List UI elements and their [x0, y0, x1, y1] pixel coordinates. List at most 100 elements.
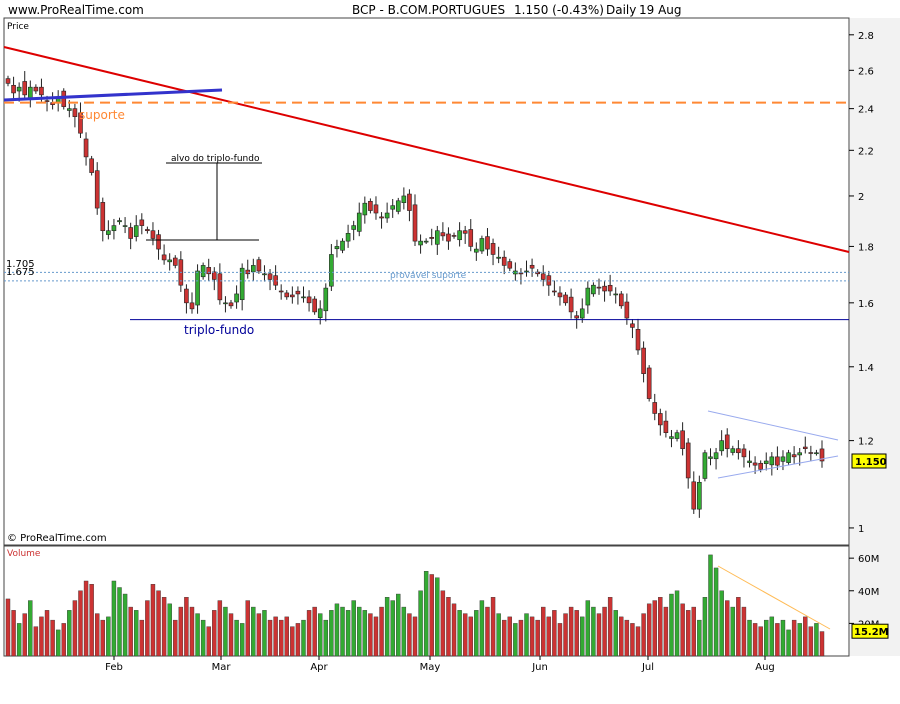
volume-bar [301, 619, 306, 657]
volume-bar [462, 613, 468, 657]
volume-bar [764, 619, 769, 657]
volume-bar [189, 606, 195, 657]
candle-body [585, 287, 591, 306]
instrument-title: BCP - B.COM.PORTUGUES [352, 3, 506, 17]
candle-body [334, 246, 340, 250]
last-price-label: 1.150 [855, 457, 887, 468]
candle-body [407, 193, 412, 211]
volume-bar [451, 603, 457, 657]
candle-body [540, 273, 546, 280]
candle-body [763, 460, 769, 464]
volume-bar [33, 626, 39, 657]
volume-bar [797, 623, 802, 657]
candle-body [663, 420, 669, 433]
candle-body [228, 302, 234, 307]
volume-bar [574, 610, 579, 657]
x-tick-label: May [420, 662, 441, 673]
chart-header: www.ProRealTime.com BCP - B.COM.PORTUGUE… [0, 0, 900, 18]
x-tick-label: Mar [212, 662, 232, 673]
candle-body [356, 212, 362, 232]
last-volume-box [851, 623, 889, 639]
volume-bar [585, 600, 591, 657]
volume-bar [83, 580, 89, 657]
candle-body [418, 240, 423, 246]
candle-body [412, 204, 418, 242]
candle-body [161, 254, 167, 261]
volume-bar [357, 606, 362, 657]
volume-bar [775, 623, 780, 657]
volume-bar [496, 613, 501, 657]
volume-bar [752, 623, 758, 657]
volume-bar [401, 606, 407, 657]
volume-bar [501, 619, 507, 657]
volume-bar [278, 619, 284, 657]
price-tick-label: 2.2 [858, 146, 874, 157]
candle-body [27, 86, 33, 100]
volume-bar [791, 619, 797, 657]
candle-body [518, 272, 524, 275]
volume-bar [167, 603, 172, 657]
price-tick-label: 1.8 [858, 242, 874, 253]
candle-body [78, 112, 83, 134]
candle-body [624, 301, 630, 319]
chart-date: 19 Aug [639, 3, 682, 17]
volume-bar [89, 584, 94, 657]
candle-body [797, 452, 803, 456]
x-tick-label: Feb [105, 662, 123, 673]
candle-body [362, 202, 368, 216]
annotation-level-1675: 1.675 [6, 267, 35, 278]
candle-body [552, 290, 557, 293]
candle-body [44, 100, 50, 102]
candle-body [256, 259, 262, 272]
volume-bar [747, 619, 752, 657]
volume-bar [234, 619, 239, 657]
candle-body [284, 292, 290, 298]
candle-body [61, 90, 67, 107]
volume-tick-label: 40M [858, 587, 879, 598]
volume-bars-group [5, 554, 825, 657]
triangle-lower-line [717, 455, 839, 479]
candle-body [106, 230, 111, 235]
candle-body [379, 216, 384, 219]
volume-bar [284, 616, 289, 657]
candle-body [808, 452, 814, 454]
volume-bar [819, 631, 825, 657]
volume-bar [541, 606, 546, 657]
volume-bar [435, 577, 440, 657]
volume-bar [708, 554, 713, 657]
price-tick-label: 1 [858, 524, 864, 535]
volume-bar [262, 610, 267, 657]
candle-body [446, 233, 451, 242]
price-panel [3, 17, 850, 546]
volume-bar [267, 619, 273, 657]
volume-bar [613, 610, 618, 657]
blue-trendline [3, 88, 223, 102]
candle-body [94, 170, 100, 209]
candle-body [267, 273, 273, 280]
volume-bar [814, 623, 819, 657]
volume-bar [111, 580, 117, 657]
volume-bar [635, 626, 641, 657]
candle-body [83, 138, 89, 158]
price-tick-label: 1.2 [858, 437, 874, 448]
candle-body [440, 232, 446, 237]
volume-bar [5, 598, 11, 657]
candle-body [490, 243, 496, 255]
volume-bar [418, 590, 423, 657]
candle-body [747, 460, 752, 463]
chart-period: Daily [606, 3, 637, 17]
copyright-text: © ProRealTime.com [7, 533, 107, 544]
volume-bar [563, 613, 568, 657]
candle-body [697, 481, 702, 510]
site-url[interactable]: www.ProRealTime.com [8, 3, 144, 17]
candle-body [758, 462, 763, 470]
candles-group [5, 71, 825, 518]
last-quote: 1.150 (-0.43%) [514, 3, 604, 17]
volume-bar [122, 593, 128, 657]
candle-body [368, 200, 373, 211]
volume-bar [16, 623, 22, 657]
volume-bar [145, 600, 150, 657]
volume-bar [429, 574, 434, 657]
volume-bar [78, 590, 83, 657]
volume-bar [195, 613, 200, 657]
